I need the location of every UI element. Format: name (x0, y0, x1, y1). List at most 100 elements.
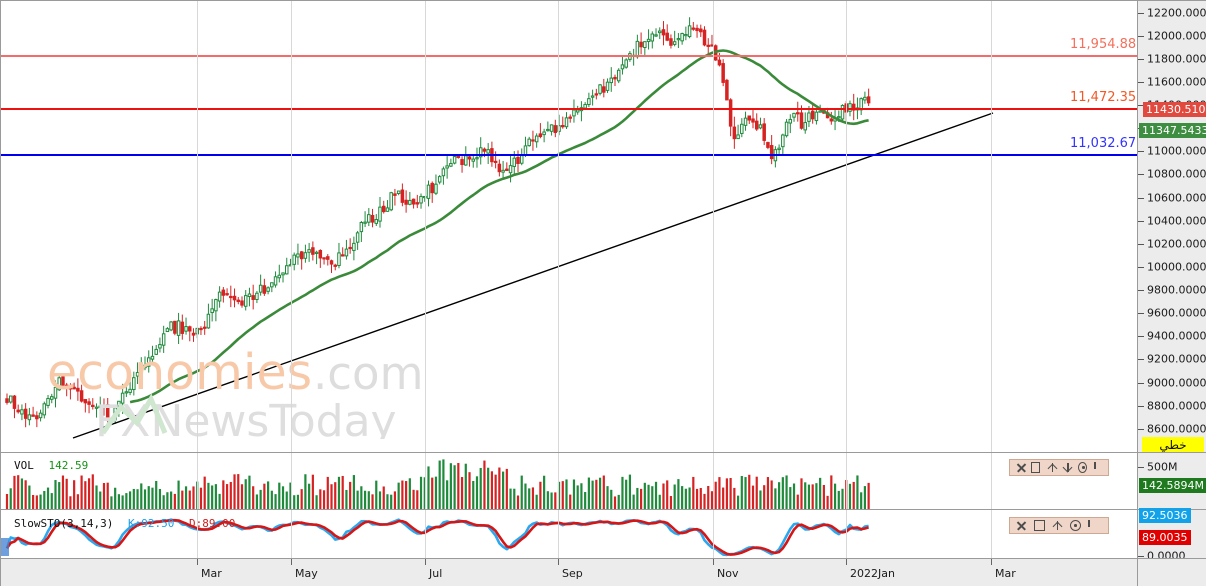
volume-bar (587, 477, 590, 509)
candle-body (299, 251, 304, 260)
volume-bar (363, 490, 367, 509)
candle-body (717, 59, 722, 66)
volume-bar (565, 479, 568, 509)
stochastic-legend: SlowSTO(3,14,3) K:92.50 D:89.00 (14, 517, 235, 530)
time-axis-tick (197, 559, 198, 565)
price-axis-tick (1138, 243, 1144, 245)
volume-bar (158, 488, 162, 509)
volume-bar (240, 484, 244, 509)
candle-body (497, 163, 502, 173)
maximize-icon[interactable] (1031, 462, 1041, 473)
volume-pane-toolbar[interactable] (1009, 459, 1109, 476)
candle-body (35, 415, 39, 420)
candle-body (676, 38, 681, 41)
price-axis-label: 9600.0000 (1147, 306, 1206, 320)
volume-bar (315, 495, 318, 509)
candle-body (687, 25, 692, 38)
candle-body (8, 395, 13, 403)
volume-bar (270, 490, 273, 509)
volume-bar (84, 481, 87, 509)
volume-pane[interactable] (0, 452, 1137, 509)
volume-bar (427, 466, 430, 509)
stochastic-pane-toolbar[interactable] (1009, 517, 1109, 534)
volume-bar (487, 467, 490, 509)
candle-body (557, 125, 561, 132)
maximize-icon[interactable] (1034, 520, 1045, 531)
candle-body (303, 252, 308, 259)
candle-body (706, 44, 710, 47)
volume-bar (710, 491, 714, 509)
volume-bar (128, 491, 132, 509)
volume-bar (755, 476, 758, 509)
move-down-icon[interactable] (1063, 462, 1071, 473)
resistance-line-upper[interactable] (1, 55, 1137, 57)
candle-body (430, 182, 434, 194)
volume-bar (643, 482, 646, 509)
close-icon[interactable] (1016, 520, 1027, 531)
volume-bar (826, 495, 829, 509)
volume-legend-value: 142.59 (48, 459, 89, 472)
menu-icon[interactable] (1093, 462, 1102, 473)
candle-body (113, 407, 117, 421)
settings-icon[interactable] (1077, 462, 1087, 473)
vertical-gridline (425, 510, 426, 558)
stoch-k-badge: 92.5036 (1139, 508, 1191, 523)
volume-bar (24, 480, 27, 509)
volume-bar (546, 491, 549, 509)
scale-mode-label[interactable]: خطي (1142, 437, 1204, 454)
candle-body (281, 272, 285, 276)
volume-bar (856, 475, 859, 509)
menu-icon[interactable] (1088, 520, 1099, 531)
candle-body (829, 118, 834, 122)
volume-bar (397, 482, 400, 509)
candle-body (654, 34, 658, 37)
volume-bar (237, 474, 240, 509)
candle-body (64, 384, 69, 387)
candle-body (98, 405, 102, 408)
close-icon[interactable] (1016, 462, 1024, 473)
stochastic-d-line (5, 518, 869, 556)
volume-axis-tick-500m: 500M (1147, 460, 1178, 474)
price-axis-tick (1138, 382, 1144, 384)
candlestick-series (5, 17, 871, 430)
volume-bar (602, 475, 605, 509)
volume-bar (669, 496, 673, 509)
volume-bar (513, 488, 516, 509)
volume-bar (229, 481, 232, 509)
time-axis[interactable]: Mar May Jul Sep Nov 2022Jan Mar (0, 558, 1137, 586)
volume-bar (69, 496, 72, 509)
candle-body (441, 168, 446, 177)
volume-bar (423, 477, 426, 509)
volume-bar (5, 493, 9, 509)
vertical-gridline (197, 510, 198, 558)
volume-bar (494, 474, 497, 509)
price-axis[interactable]: 12200.0000 12000.0000 11800.0000 11600.0000… (1137, 0, 1206, 452)
candle-body (605, 81, 610, 91)
candle-body (616, 69, 621, 82)
volume-bar (80, 475, 83, 509)
candle-body (94, 406, 99, 409)
support-line[interactable] (1, 154, 1137, 156)
volume-bar (472, 480, 475, 509)
candle-body (206, 313, 211, 329)
volume-bar (211, 485, 214, 509)
volume-bar (860, 492, 863, 509)
candle-body (154, 348, 158, 355)
resistance-line-mid[interactable] (1, 108, 1137, 110)
volume-bar (681, 486, 684, 509)
candle-body (359, 222, 364, 233)
time-axis-label: Mar (201, 567, 222, 580)
stochastic-pane[interactable] (0, 509, 1137, 558)
candle-body (646, 38, 651, 42)
price-pane[interactable]: economies .com FXNewsToday (0, 0, 1137, 452)
price-axis-tick (1138, 35, 1144, 37)
volume-bar (695, 488, 699, 509)
volume-bar (703, 493, 706, 509)
volume-bar (613, 496, 617, 509)
settings-icon[interactable] (1070, 520, 1081, 531)
price-axis-tick (1138, 428, 1144, 430)
move-up-icon[interactable] (1047, 462, 1055, 473)
price-axis-tick (1138, 81, 1144, 83)
horizontal-scroll-nub[interactable] (1, 538, 9, 556)
move-up-icon[interactable] (1052, 520, 1063, 531)
